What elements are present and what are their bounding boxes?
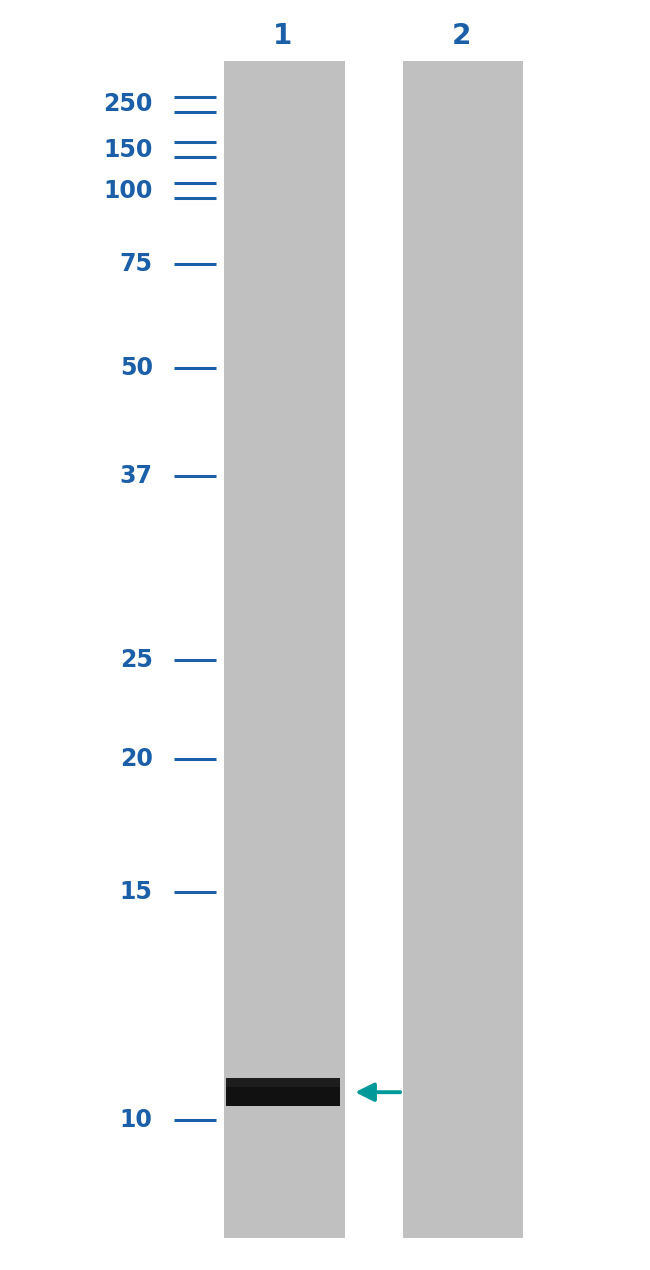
Bar — [226, 1078, 339, 1087]
Text: 20: 20 — [120, 748, 153, 771]
Text: 50: 50 — [120, 357, 153, 380]
Text: 10: 10 — [120, 1109, 153, 1132]
Text: 100: 100 — [103, 179, 153, 202]
Text: 2: 2 — [452, 22, 471, 50]
Text: 15: 15 — [120, 880, 153, 903]
Bar — [403, 61, 523, 1238]
Text: 250: 250 — [103, 93, 153, 116]
Text: 1: 1 — [273, 22, 292, 50]
Text: 75: 75 — [120, 253, 153, 276]
Bar — [224, 61, 344, 1238]
Text: 150: 150 — [103, 138, 153, 161]
Bar — [226, 1078, 339, 1106]
Text: 37: 37 — [120, 465, 153, 488]
Text: 25: 25 — [120, 649, 153, 672]
